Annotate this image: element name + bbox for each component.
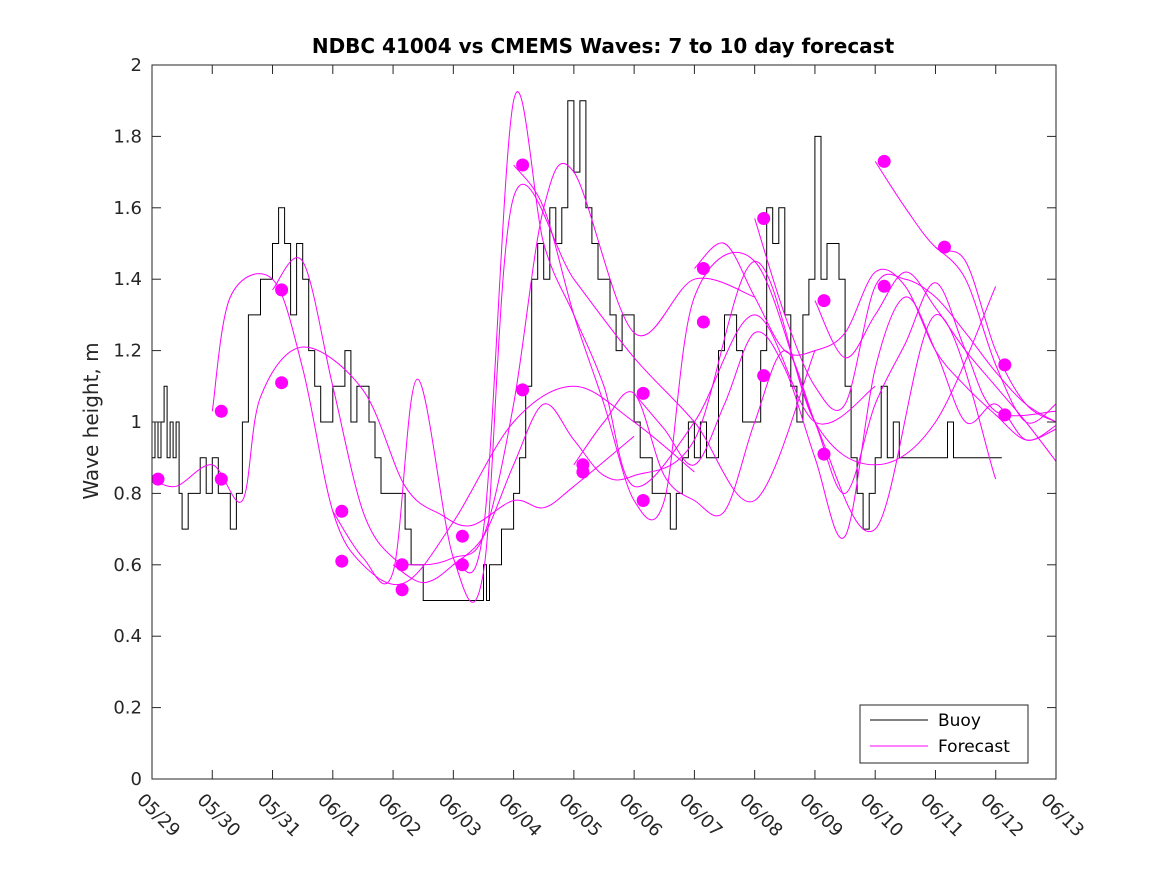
chart-title: NDBC 41004 vs CMEMS Waves: 7 to 10 day f… xyxy=(312,34,895,58)
forecast-marker-23 xyxy=(817,447,831,461)
y-tick-label-5: 1 xyxy=(131,412,142,433)
forecast-marker-9 xyxy=(395,583,409,597)
forecast-marker-19 xyxy=(696,315,710,329)
forecast-marker-6 xyxy=(335,504,349,518)
forecast-marker-12 xyxy=(516,158,530,172)
y-tick-label-8: 1.6 xyxy=(113,198,142,219)
buoy-line xyxy=(152,100,1002,601)
forecast-marker-1 xyxy=(151,472,165,486)
x-tick-label-14: 06/12 xyxy=(976,790,1028,842)
x-tick-label-10: 06/08 xyxy=(735,790,787,842)
forecast-line-9 xyxy=(633,296,1057,539)
forecast-marker-4 xyxy=(275,283,289,297)
y-tick-label-1: 0.2 xyxy=(113,698,142,719)
y-tick-label-2: 0.4 xyxy=(113,626,142,647)
forecast-marker-5 xyxy=(275,376,289,390)
x-tick-label-5: 06/03 xyxy=(434,790,486,842)
forecast-marker-17 xyxy=(636,494,650,507)
forecast-marker-10 xyxy=(455,529,469,543)
y-tick-label-9: 1.8 xyxy=(113,126,142,147)
forecast-marker-24 xyxy=(877,154,891,168)
y-axis-label: Wave height, m xyxy=(79,342,103,499)
forecast-line-10 xyxy=(694,242,1057,441)
forecast-line-8 xyxy=(573,282,1057,517)
x-tick-label-8: 06/06 xyxy=(615,790,667,842)
y-tick-label-10: 2 xyxy=(131,55,142,76)
forecast-marker-26 xyxy=(938,240,951,254)
forecast-marker-22 xyxy=(817,294,831,308)
x-tick-label-11: 06/09 xyxy=(795,790,847,842)
forecast-marker-21 xyxy=(757,369,771,383)
x-tick-label-4: 06/02 xyxy=(374,790,426,842)
x-tick-label-0: 05/29 xyxy=(132,790,184,842)
forecast-marker-7 xyxy=(335,554,349,568)
x-tick-label-12: 06/10 xyxy=(856,790,908,842)
y-tick-label-7: 1.4 xyxy=(113,269,142,290)
forecast-marker-group xyxy=(151,154,1012,597)
forecast-line-6 xyxy=(452,260,997,566)
forecast-marker-13 xyxy=(516,383,530,397)
forecast-marker-11 xyxy=(455,558,469,572)
forecast-marker-28 xyxy=(998,408,1012,422)
legend: Buoy Forecast xyxy=(859,704,1029,764)
x-tick-label-13: 06/11 xyxy=(916,790,968,842)
x-tick-label-15: 06/13 xyxy=(1036,790,1088,842)
x-tick-label-1: 05/30 xyxy=(193,790,245,842)
forecast-line-5 xyxy=(392,91,876,584)
forecast-marker-20 xyxy=(757,212,771,225)
x-tick-label-3: 06/01 xyxy=(313,790,365,842)
forecast-line-14 xyxy=(935,246,1057,424)
y-tick-label-6: 1.2 xyxy=(113,341,142,362)
forecast-marker-16 xyxy=(636,386,650,400)
forecast-series-group xyxy=(151,91,1057,603)
x-tick-label-2: 05/31 xyxy=(253,790,305,842)
forecast-line-7 xyxy=(513,164,997,533)
forecast-marker-27 xyxy=(998,358,1012,372)
x-tick-label-6: 06/04 xyxy=(494,790,546,842)
y-tick-label-4: 0.8 xyxy=(113,483,142,504)
forecast-marker-18 xyxy=(696,262,710,275)
forecast-line-4 xyxy=(332,184,816,603)
forecast-marker-8 xyxy=(395,558,409,572)
legend-forecast-label: Forecast xyxy=(938,737,1010,757)
forecast-line-3 xyxy=(272,162,755,566)
buoy-series xyxy=(152,100,1002,601)
forecast-marker-3 xyxy=(214,472,228,486)
forecast-marker-15 xyxy=(576,465,590,479)
legend-buoy-label: Buoy xyxy=(938,711,981,731)
forecast-marker-2 xyxy=(214,404,228,418)
forecast-line-13 xyxy=(874,161,1057,423)
y-tick-label-3: 0.6 xyxy=(113,555,142,576)
forecast-line-11 xyxy=(754,218,1057,423)
legend-box xyxy=(859,704,1029,764)
forecast-marker-25 xyxy=(877,279,891,293)
y-tick-label-0: 0 xyxy=(131,769,142,790)
x-tick-label-9: 06/07 xyxy=(675,790,727,842)
x-tick-label-7: 06/05 xyxy=(554,790,606,842)
